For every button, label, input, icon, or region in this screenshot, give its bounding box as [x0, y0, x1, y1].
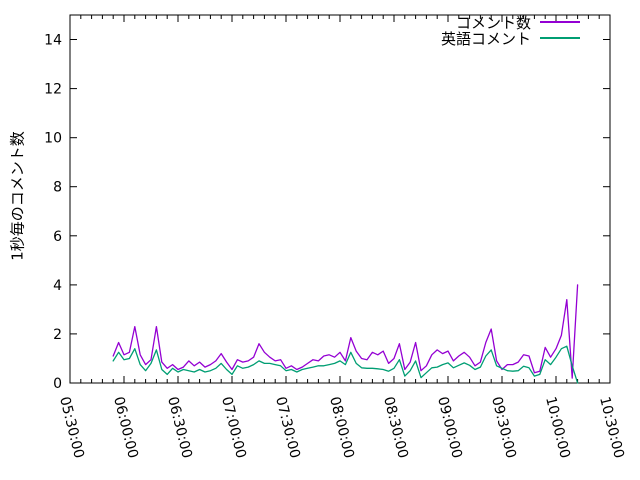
series-line-0	[112, 284, 579, 379]
y-tick-label: 2	[53, 327, 62, 343]
legend-label-english-comments: 英語コメント	[440, 29, 531, 48]
y-tick-label: 8	[53, 180, 62, 196]
x-tick-label: 10:30:00	[596, 395, 627, 460]
legend-line-sample-english-comments	[540, 37, 580, 39]
x-tick-label: 10:00:00	[542, 395, 573, 460]
plot-border	[69, 14, 611, 384]
x-tick-label: 08:00:00	[326, 395, 357, 460]
x-tick-label: 09:00:00	[434, 395, 465, 460]
x-tick-label: 07:00:00	[218, 395, 249, 460]
x-tick-label: 05:30:00	[56, 395, 87, 460]
y-tick-label: 14	[44, 33, 62, 49]
x-tick-label: 06:00:00	[110, 395, 141, 460]
x-tick-label: 07:30:00	[272, 395, 303, 460]
legend-row-english-comments: 英語コメント	[441, 30, 580, 48]
x-tick-label: 09:30:00	[488, 395, 519, 460]
y-tick-label: 12	[44, 82, 62, 98]
y-tick-label: 0	[53, 376, 62, 392]
y-tick-label: 10	[44, 131, 62, 147]
y-tick-label: 4	[53, 278, 62, 294]
legend-label-comments: コメント数	[455, 13, 531, 32]
legend: コメント数 英語コメント	[441, 14, 580, 48]
series-line-1	[112, 345, 579, 384]
x-tick-label: 06:30:00	[164, 395, 195, 460]
y-axis-title: 1秒毎のコメント数	[8, 131, 27, 261]
x-tick-label: 08:30:00	[380, 395, 411, 460]
y-tick-label: 6	[53, 229, 62, 245]
legend-row-comments: コメント数	[441, 14, 580, 32]
legend-line-sample-comments	[540, 21, 580, 23]
